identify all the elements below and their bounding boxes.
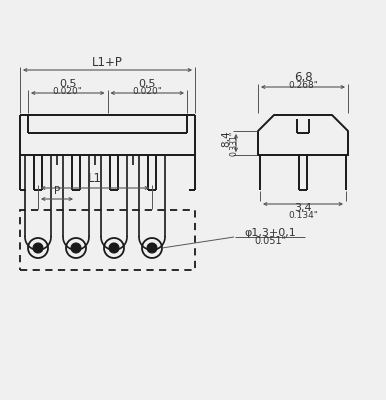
Text: 0,5: 0,5	[59, 79, 76, 89]
Text: P: P	[54, 186, 60, 196]
Text: φ1,3+0,1: φ1,3+0,1	[244, 228, 296, 238]
Circle shape	[147, 243, 157, 253]
Text: 8,4: 8,4	[221, 131, 231, 147]
Text: 0.020": 0.020"	[53, 88, 83, 96]
Text: 0.051": 0.051"	[254, 236, 286, 246]
Text: 0.268": 0.268"	[288, 80, 318, 90]
Text: 3,4: 3,4	[294, 203, 312, 213]
Circle shape	[71, 243, 81, 253]
Text: 6,8: 6,8	[294, 70, 312, 84]
Text: 0.134": 0.134"	[288, 212, 318, 220]
Bar	[20, 210, 195, 270]
Text: 0.020": 0.020"	[132, 88, 162, 96]
Text: L1: L1	[88, 172, 102, 186]
Text: L1+P: L1+P	[92, 56, 123, 68]
Circle shape	[33, 243, 43, 253]
Text: 0,5: 0,5	[139, 79, 156, 89]
Circle shape	[109, 243, 119, 253]
Text: 0.331": 0.331"	[230, 130, 239, 156]
